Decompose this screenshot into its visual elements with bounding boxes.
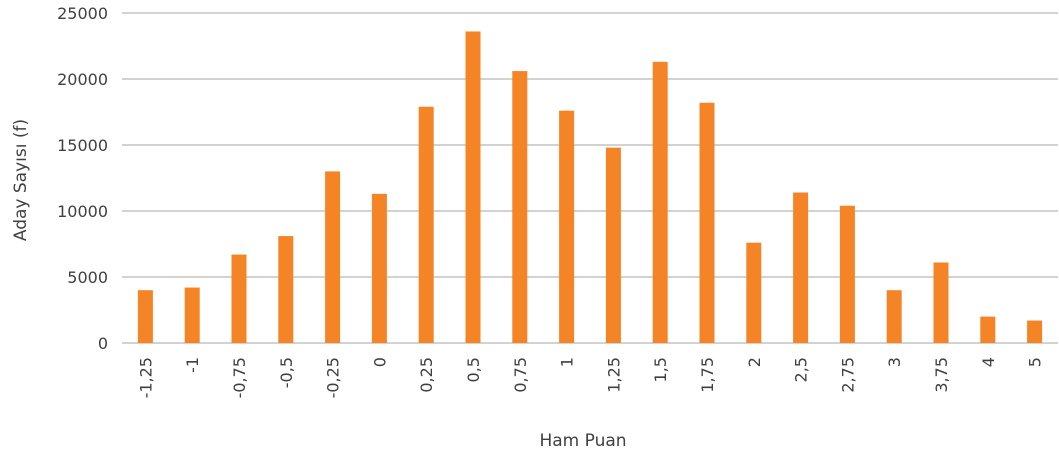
x-tick-label: 0,75 xyxy=(511,357,530,393)
y-tick-label: 10000 xyxy=(57,202,108,221)
bar xyxy=(512,71,528,343)
x-tick-label: 1,5 xyxy=(651,357,670,382)
x-tick-label: 4 xyxy=(979,357,998,367)
x-tick-label: 2,75 xyxy=(838,357,857,393)
bar xyxy=(371,193,387,343)
x-tick-label: 0,25 xyxy=(417,357,436,393)
x-tick-label: 1,75 xyxy=(698,357,717,393)
bar xyxy=(231,254,247,343)
x-tick-label: 3 xyxy=(885,357,904,367)
x-axis-title: Ham Puan xyxy=(539,431,626,451)
bar xyxy=(137,290,153,343)
bar xyxy=(278,236,294,343)
x-tick-label: 2,5 xyxy=(792,357,811,382)
x-tick-label: -0,25 xyxy=(324,357,343,398)
bar xyxy=(839,205,855,343)
gridlines xyxy=(122,12,1058,344)
x-tick-label: -0,75 xyxy=(230,357,249,398)
bar xyxy=(1027,320,1043,343)
x-tick-label: 5 xyxy=(1026,357,1045,367)
y-tick-label: 20000 xyxy=(57,70,108,89)
x-tick-label: 0,5 xyxy=(464,357,483,382)
y-tick-label: 15000 xyxy=(57,136,108,155)
x-tick-label: 1,25 xyxy=(604,357,623,393)
x-tick-label: 2 xyxy=(745,357,764,367)
bar xyxy=(325,171,341,343)
bar xyxy=(465,31,481,343)
bar xyxy=(980,316,996,343)
bar xyxy=(793,192,809,343)
bar xyxy=(652,61,668,344)
x-axis-ticks: -1,25 -1 -0,75 -0,5 -0,25 0 0,25 0,5 0,75 1 1,25 1,… xyxy=(136,357,1044,398)
y-tick-label: 25000 xyxy=(57,4,108,23)
bars xyxy=(137,31,1043,344)
x-tick-label: -1 xyxy=(183,357,202,373)
y-tick-label: 5000 xyxy=(67,268,108,287)
x-tick-label: -0,5 xyxy=(277,357,296,388)
bar xyxy=(699,102,715,343)
bar xyxy=(559,110,575,344)
bar xyxy=(184,287,200,343)
x-tick-label: 0 xyxy=(370,357,389,367)
bar xyxy=(746,242,762,343)
bar xyxy=(418,106,434,343)
bar xyxy=(933,262,949,343)
y-tick-label: 0 xyxy=(98,334,108,353)
x-tick-label: 1 xyxy=(558,357,577,367)
y-axis-title: Aday Sayısı (f) xyxy=(11,119,31,241)
x-tick-label: 3,75 xyxy=(932,357,951,393)
bar xyxy=(886,290,902,343)
x-tick-label: -1,25 xyxy=(136,357,155,398)
bar xyxy=(605,147,621,343)
y-axis-ticks: 0 5000 10000 15000 20000 25000 xyxy=(57,4,108,353)
